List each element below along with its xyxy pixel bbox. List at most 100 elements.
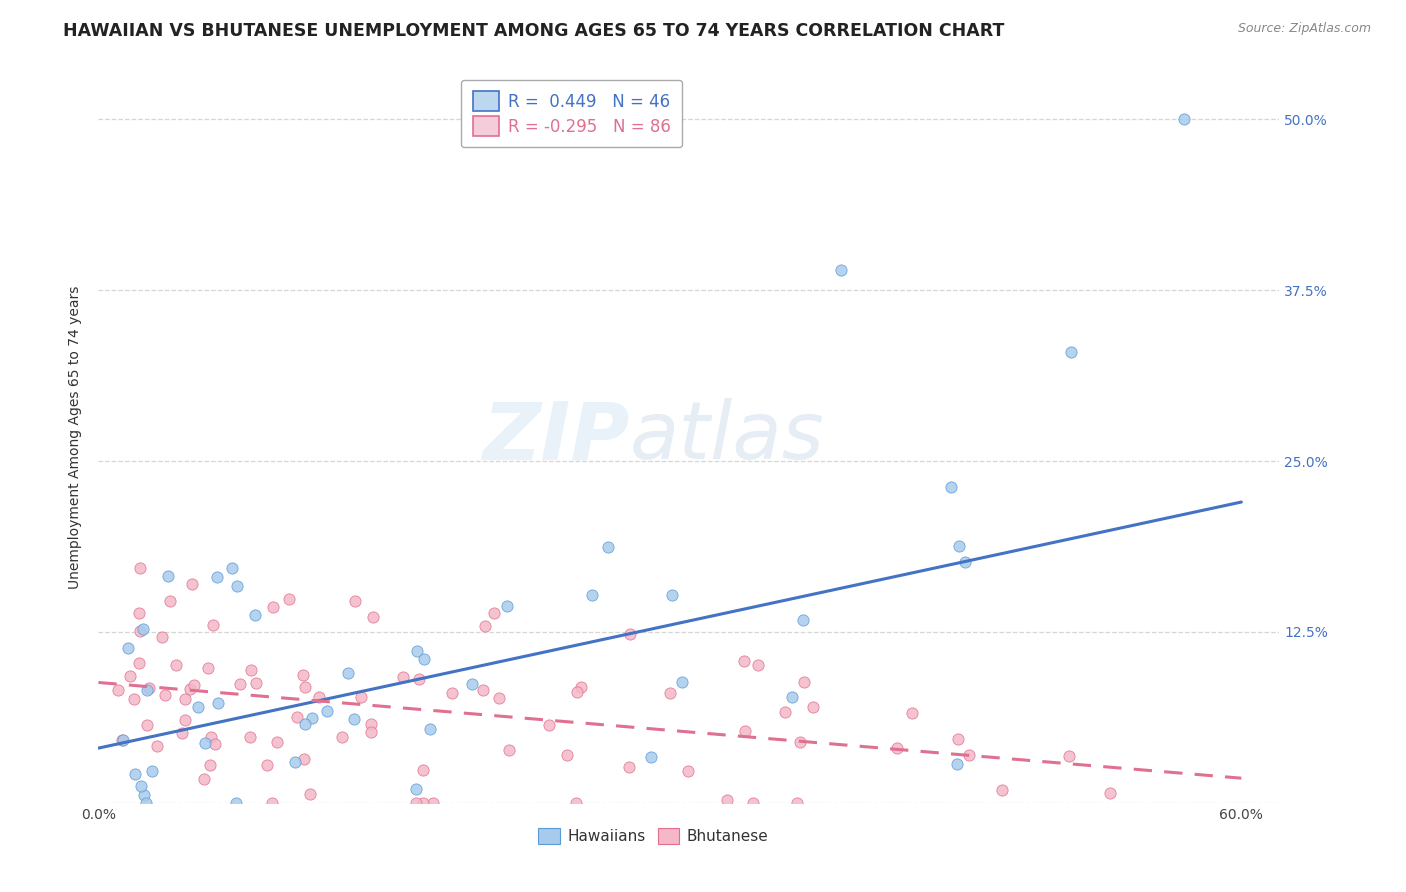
Point: [488, 690, 510, 705]
Point: [734, 723, 756, 738]
Point: [661, 588, 683, 602]
Point: [803, 700, 825, 714]
Point: [886, 740, 908, 755]
Point: [294, 717, 316, 731]
Point: [170, 726, 193, 740]
Point: [538, 718, 561, 732]
Point: [294, 680, 316, 694]
Point: [111, 732, 134, 747]
Point: [786, 796, 808, 810]
Point: [946, 757, 969, 772]
Point: [131, 623, 153, 637]
Point: [830, 262, 852, 277]
Point: [939, 480, 962, 494]
Y-axis label: Unemployment Among Ages 65 to 74 years: Unemployment Among Ages 65 to 74 years: [69, 285, 83, 589]
Point: [733, 654, 755, 668]
Point: [229, 676, 252, 690]
Point: [136, 718, 159, 732]
Point: [245, 675, 267, 690]
Point: [207, 696, 229, 710]
Point: [617, 760, 640, 774]
Point: [193, 772, 215, 786]
Point: [141, 764, 163, 778]
Point: [671, 674, 693, 689]
Point: [461, 676, 484, 690]
Point: [201, 618, 224, 632]
Point: [128, 656, 150, 670]
Point: [298, 787, 321, 801]
Point: [742, 796, 765, 810]
Point: [953, 555, 976, 569]
Point: [239, 663, 262, 677]
Point: [391, 670, 413, 684]
Point: [153, 688, 176, 702]
Point: [659, 686, 682, 700]
Point: [991, 783, 1014, 797]
Point: [179, 682, 201, 697]
Point: [225, 796, 247, 810]
Point: [1173, 112, 1195, 127]
Point: [120, 669, 142, 683]
Point: [564, 796, 586, 810]
Point: [474, 619, 496, 633]
Point: [221, 561, 243, 575]
Point: [555, 747, 578, 762]
Point: [330, 730, 353, 744]
Point: [496, 599, 519, 614]
Point: [262, 600, 284, 615]
Point: [619, 627, 641, 641]
Point: [336, 665, 359, 680]
Point: [948, 539, 970, 553]
Point: [245, 607, 267, 622]
Point: [1060, 345, 1083, 359]
Text: HAWAIIAN VS BHUTANESE UNEMPLOYMENT AMONG AGES 65 TO 74 YEARS CORRELATION CHART: HAWAIIAN VS BHUTANESE UNEMPLOYMENT AMONG…: [63, 22, 1005, 40]
Point: [159, 594, 181, 608]
Point: [360, 725, 382, 739]
Point: [775, 705, 797, 719]
Point: [413, 651, 436, 665]
Point: [292, 668, 315, 682]
Point: [146, 739, 169, 754]
Point: [129, 561, 152, 575]
Point: [205, 570, 228, 584]
Point: [676, 764, 699, 779]
Point: [284, 755, 307, 769]
Point: [262, 796, 284, 810]
Point: [138, 681, 160, 695]
Point: [472, 682, 495, 697]
Point: [1059, 749, 1081, 764]
Point: [484, 606, 506, 620]
Point: [900, 706, 922, 721]
Point: [793, 675, 815, 690]
Point: [174, 692, 197, 706]
Point: [419, 723, 441, 737]
Point: [173, 714, 195, 728]
Point: [194, 736, 217, 750]
Point: [128, 606, 150, 620]
Point: [301, 711, 323, 725]
Point: [132, 789, 155, 803]
Point: [565, 685, 588, 699]
Point: [239, 730, 262, 744]
Point: [422, 796, 444, 810]
Point: [948, 731, 970, 746]
Point: [640, 750, 662, 764]
Point: [135, 682, 157, 697]
Point: [569, 680, 592, 694]
Point: [165, 657, 187, 672]
Point: [111, 733, 134, 747]
Point: [780, 690, 803, 704]
Point: [135, 796, 157, 810]
Point: [412, 796, 434, 810]
Point: [412, 763, 434, 777]
Text: ZIP: ZIP: [482, 398, 630, 476]
Point: [716, 793, 738, 807]
Point: [225, 578, 247, 592]
Point: [440, 686, 463, 700]
Point: [278, 591, 301, 606]
Point: [200, 730, 222, 744]
Text: atlas: atlas: [630, 398, 825, 476]
Point: [344, 594, 367, 608]
Point: [581, 588, 603, 602]
Point: [350, 690, 373, 704]
